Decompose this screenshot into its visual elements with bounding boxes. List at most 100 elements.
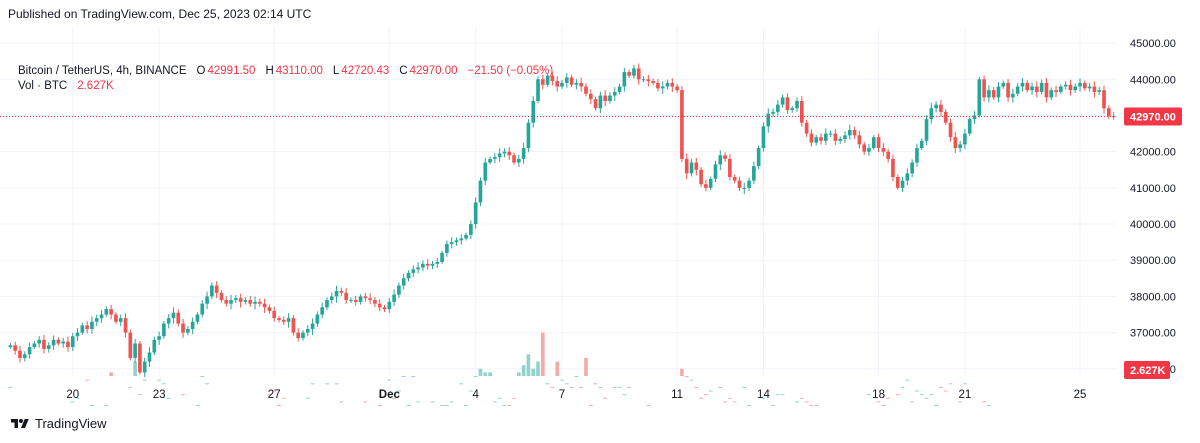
price-tick-label: 40000.00 (1130, 219, 1176, 231)
candle-body (838, 139, 843, 141)
candle-body (977, 79, 982, 116)
candle-body (162, 323, 166, 337)
volume-bar (814, 405, 819, 406)
candle-body (277, 318, 281, 320)
candle-body (310, 323, 315, 329)
volume-bar (272, 390, 277, 392)
volume-bar (166, 397, 171, 399)
volume-bar (699, 397, 703, 399)
volume-bar (339, 401, 344, 403)
candle-body (229, 300, 233, 304)
volume-bar (800, 397, 804, 399)
volume-bar (521, 365, 526, 376)
candle-body (387, 301, 392, 310)
candle-body (305, 329, 310, 333)
volume-bar (588, 405, 593, 406)
candle-body (689, 162, 694, 174)
candle-body (939, 104, 943, 112)
volume-bar (943, 390, 948, 392)
candle-body (694, 162, 699, 170)
volume-bar (689, 379, 694, 381)
time-tick-label: 27 (268, 389, 281, 401)
volume-bar (133, 361, 137, 376)
candle-body (646, 79, 651, 82)
candle-body (325, 300, 329, 308)
candle-body (392, 294, 396, 302)
chart-frame[interactable]: 45000.0044000.0043000.0042000.0041000.00… (0, 28, 1200, 408)
candle-body (142, 361, 147, 373)
candle-body (895, 177, 900, 188)
volume-bar (416, 401, 420, 403)
candle-body (373, 300, 377, 304)
time-axis: 20 23 27 Dec 4 7 11 14 18 21 25 (66, 389, 1086, 401)
candle-body (982, 79, 986, 98)
volume-bar (795, 401, 799, 403)
symbol-title[interactable]: Bitcoin / TetherUS, 4h, BINANCE (18, 65, 187, 77)
volume-bar (766, 390, 771, 392)
time-tick-label: 21 (959, 389, 972, 401)
volume-bar (517, 372, 521, 376)
candle-body (138, 343, 142, 373)
candle-body (493, 157, 497, 159)
candle-body (680, 90, 684, 159)
candle-body (262, 303, 267, 308)
candle-body (569, 77, 574, 85)
candle-body (1006, 82, 1010, 98)
price-axis: 45000.0044000.0043000.0042000.0041000.00… (1124, 38, 1182, 379)
brand[interactable]: TradingView (10, 416, 107, 431)
volume-bar (464, 405, 468, 406)
candle-body (991, 90, 996, 98)
candle-body (588, 93, 593, 100)
volume-bar (488, 372, 492, 376)
volume-bar (281, 397, 286, 399)
candle-body (704, 184, 708, 188)
volume-bar (593, 383, 598, 385)
candle-body (708, 178, 713, 188)
volume-bar (377, 405, 382, 406)
candle-body (1102, 90, 1106, 109)
volume-bar (900, 386, 905, 388)
candle-body (881, 148, 886, 152)
volume-bar (497, 397, 502, 399)
candle-body (867, 148, 871, 152)
candle-body (329, 296, 334, 301)
volume-bar (157, 379, 161, 381)
candle-body (1097, 90, 1102, 92)
candlestick-chart[interactable]: 45000.0044000.0043000.0042000.0041000.00… (0, 28, 1200, 408)
candle-body (123, 318, 128, 333)
candle-body (660, 86, 665, 89)
volume-bar (162, 383, 166, 385)
volume-bar (545, 383, 550, 385)
candle-body (1020, 82, 1025, 87)
volume-label[interactable]: Vol · BTC (18, 80, 68, 92)
candle-body (61, 341, 65, 344)
candle-body (603, 95, 607, 101)
candle-body (747, 180, 751, 188)
candle-body (176, 312, 181, 324)
volume-bar (963, 383, 967, 385)
candle-body (320, 307, 324, 315)
candle-body (66, 341, 70, 348)
candle-body (809, 133, 814, 143)
candle-body (464, 234, 468, 239)
volume-bar (267, 394, 272, 396)
time-tick-label: 14 (757, 389, 770, 401)
candle-body (967, 119, 972, 134)
volume-bar (934, 405, 938, 406)
candle-body (51, 339, 56, 346)
candle-body (1049, 90, 1054, 98)
candles (8, 63, 1116, 378)
candle-body (214, 285, 219, 293)
candle-body (440, 253, 444, 263)
candle-body (1092, 86, 1097, 92)
candle-body (598, 95, 603, 109)
time-tick-label: 7 (559, 389, 565, 401)
candle-body (780, 97, 785, 105)
brand-name: TradingView (35, 416, 107, 431)
candle-body (56, 339, 61, 344)
candle-body (315, 314, 320, 324)
volume-bar (469, 390, 473, 392)
candle-body (473, 202, 478, 225)
volume-bar (704, 394, 708, 396)
candle-body (612, 91, 617, 96)
